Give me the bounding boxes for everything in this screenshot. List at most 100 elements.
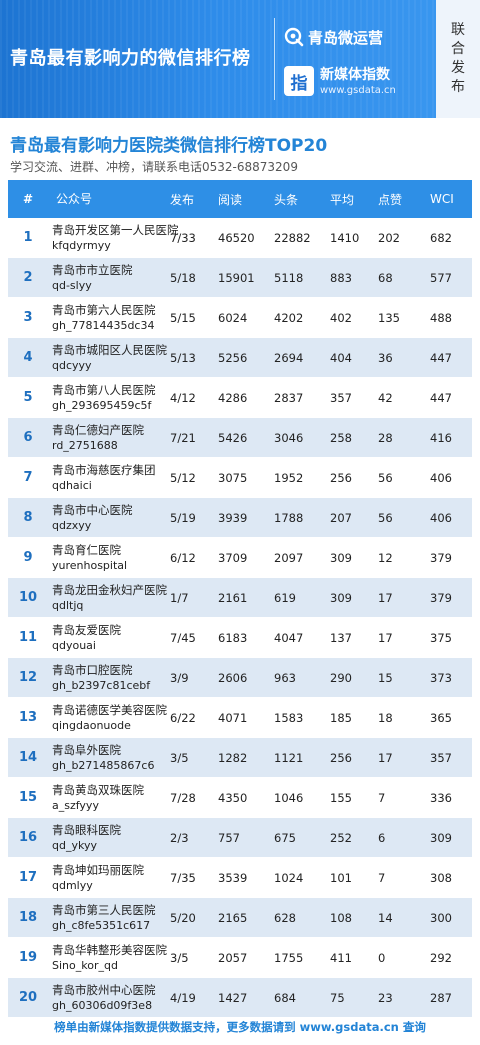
cell-account: 青岛友爱医院 qdyouai [48,623,166,653]
cell-rank: 5 [23,390,33,405]
page-title: 青岛最有影响力医院类微信排行榜TOP20 [10,136,328,156]
cell-pub: 5/19 [170,510,196,525]
table-row: 11 青岛友爱医院 qdyouai 7/45 6183 4047 137 17 375 [8,618,472,658]
cell-avg: 137 [330,630,352,645]
cell-account: 青岛市第八人民医院 gh_293695459c5f [48,383,166,413]
account-name: 青岛龙田金秋妇产医院 [52,582,167,597]
cell-head: 4047 [274,630,304,645]
cell-rank: 9 [23,550,33,565]
banner-title: 青岛最有影响力的微信排行榜 [10,48,251,69]
cell-like: 36 [378,350,393,365]
table-row: 5 青岛市第八人民医院 gh_293695459c5f 4/12 4286 2837 357… [8,378,472,418]
cell-head: 1121 [274,750,304,765]
cell-read: 2165 [218,910,248,925]
table-row: 2 青岛市市立医院 qd-slyy 5/18 15901 5118 883 68 577 [8,258,472,298]
cell-head: 1046 [274,790,304,805]
media-row: 指 新媒体指数 www.gsdata.cn [284,64,396,98]
cell-read: 3075 [218,470,248,485]
cell-account: 青岛龙田金秋妇产医院 qdltjq [48,582,167,613]
cell-account: 青岛市胶州中心医院 gh_60306d09f3e8 [48,983,166,1013]
cell-account: 青岛黄岛双珠医院 a_szfyyy [48,783,166,813]
cell-wci: 375 [430,630,452,645]
header-rank: # [22,192,34,206]
account-name: 青岛市第六人民医院 [52,302,156,317]
account-name: 青岛市口腔医院 [52,662,133,677]
account-name: 青岛市第三人民医院 [52,902,156,917]
account-id: gh_77814435dc34 [52,318,155,332]
header-name: 公众号 [56,191,93,206]
cell-read: 15901 [218,270,255,285]
cell-account: 青岛开发区第一人民医院 kfqdyrmyy [48,223,179,253]
cell-like: 14 [378,910,393,925]
cell-wci: 488 [430,310,452,325]
cell-head: 628 [274,910,296,925]
cell-read: 2606 [218,670,248,685]
brand-row: 青岛微运营 [284,26,383,48]
cell-rank: 4 [23,350,33,365]
cell-like: 17 [378,750,393,765]
cell-avg: 252 [330,830,352,845]
side-tag: 联合发布 [436,0,480,118]
account-id: qdyouai [52,638,96,652]
cell-read: 5426 [218,430,248,445]
table-body: 1 青岛开发区第一人民医院 kfqdyrmyy 7/33 46520 22882 1410 2… [8,218,472,1018]
banner-divider [274,18,275,100]
cell-account: 青岛诺德医学美容医院 qingdaonuode [48,703,167,733]
account-name: 青岛华韩整形美容医院 [52,942,167,957]
account-id: qd_ykyy [52,838,97,852]
cell-pub: 7/21 [170,430,196,445]
header-wci: WCI [430,192,454,206]
cell-head: 2837 [274,390,304,405]
cell-avg: 309 [330,590,352,605]
cell-avg: 357 [330,390,352,405]
cell-account: 青岛市中心医院 qdzxyy [48,503,166,533]
cell-account: 青岛华韩整形美容医院 Sino_kor_qd [48,942,167,973]
cell-read: 6183 [218,630,248,645]
cell-read: 4350 [218,790,248,805]
account-name: 青岛市城阳区人民医院 [52,342,167,357]
media-text: 新媒体指数 www.gsdata.cn [320,66,396,97]
account-name: 青岛仁德妇产医院 [52,422,144,437]
cell-head: 1755 [274,950,304,965]
cell-pub: 7/35 [170,870,196,885]
cell-like: 68 [378,270,393,285]
header-head: 头条 [274,192,299,207]
cell-like: 17 [378,590,393,605]
cell-wci: 416 [430,430,452,445]
cell-head: 2694 [274,350,304,365]
cell-rank: 17 [18,870,38,885]
cell-wci: 309 [430,830,452,845]
table-row: 3 青岛市第六人民医院 gh_77814435dc34 5/15 6024 4202 402… [8,298,472,338]
account-id: rd_2751688 [52,438,118,452]
cell-read: 3709 [218,550,248,565]
table-row: 18 青岛市第三人民医院 gh_c8fe5351c617 5/20 2165 628 108… [8,898,472,938]
cell-rank: 7 [23,470,33,485]
account-name: 青岛育仁医院 [52,542,121,557]
table-row: 9 青岛育仁医院 yurenhospital 6/12 3709 2097 309 12 379 [8,538,472,578]
table-row: 7 青岛市海慈医疗集团 qdhaici 5/12 3075 1952 256 56 406 [8,458,472,498]
cell-avg: 101 [330,870,352,885]
cell-pub: 3/5 [170,750,189,765]
cell-avg: 207 [330,510,352,525]
cell-head: 1583 [274,710,304,725]
table-row: 8 青岛市中心医院 qdzxyy 5/19 3939 1788 207 56 406 [8,498,472,538]
cell-avg: 75 [330,990,345,1005]
cell-rank: 10 [18,590,38,605]
table-row: 12 青岛市口腔医院 gh_b2397c81cebf 3/9 2606 963 290 15 3… [8,658,472,698]
cell-like: 17 [378,630,393,645]
cell-wci: 406 [430,510,452,525]
cell-like: 42 [378,390,393,405]
cell-rank: 12 [18,670,38,685]
cell-pub: 5/12 [170,470,196,485]
cell-pub: 6/22 [170,710,196,725]
cell-like: 202 [378,230,400,245]
cell-rank: 18 [18,910,38,925]
cell-read: 1427 [218,990,248,1005]
cell-avg: 108 [330,910,352,925]
cell-head: 684 [274,990,296,1005]
cell-pub: 3/9 [170,670,189,685]
cell-wci: 447 [430,390,452,405]
account-id: gh_b2397c81cebf [52,678,151,692]
account-id: qingdaonuode [52,718,131,732]
footer-note: 榜单由新媒体指数提供数据支持，更多数据请到 www.gsdata.cn 查询 [54,1020,426,1034]
